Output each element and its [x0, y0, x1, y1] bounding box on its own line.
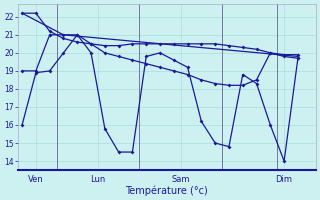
X-axis label: Température (°c): Température (°c): [125, 185, 208, 196]
